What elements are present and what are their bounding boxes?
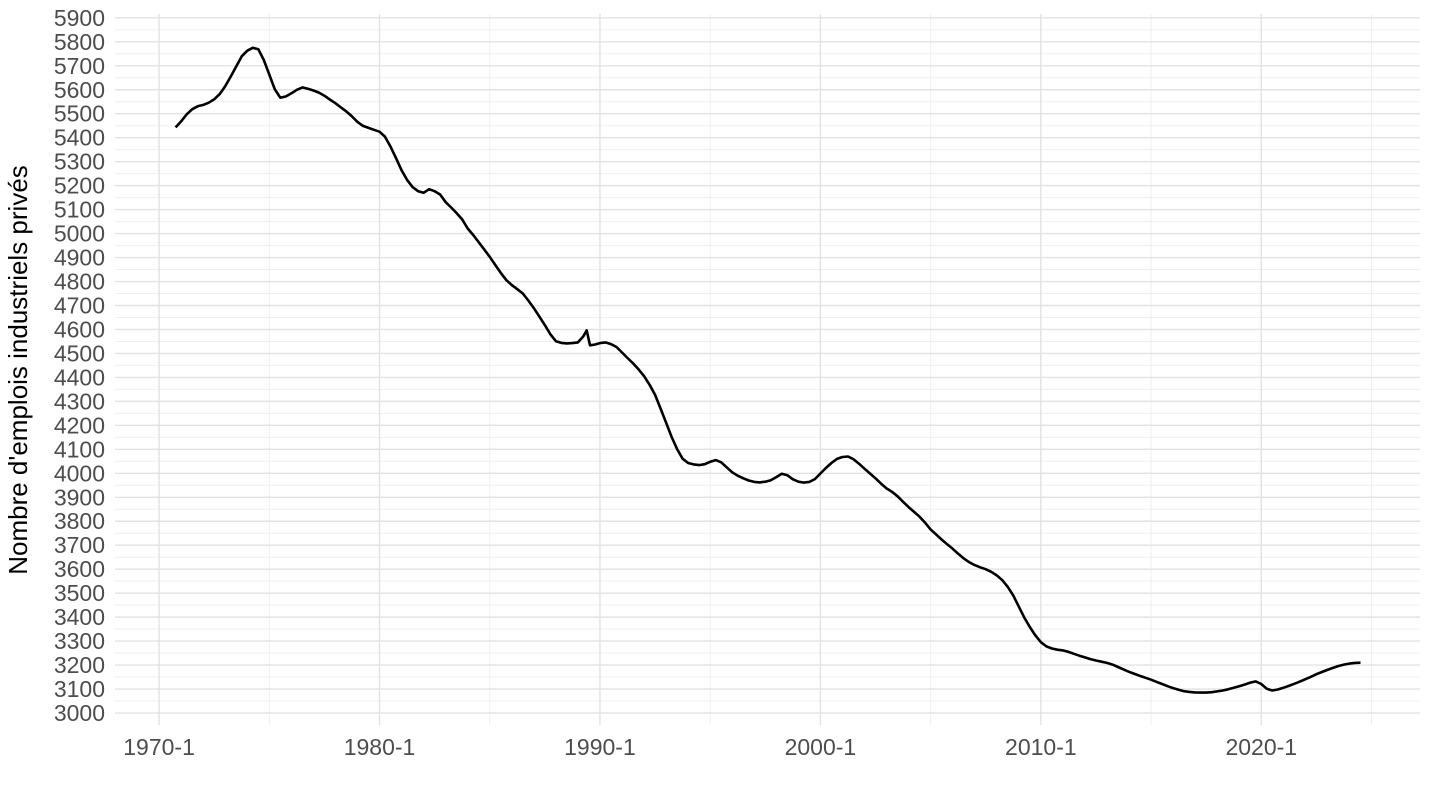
y-tick-label: 3100 <box>54 676 105 702</box>
y-tick-label: 5100 <box>54 197 105 223</box>
y-tick-label: 4900 <box>54 245 105 271</box>
y-tick-label: 4000 <box>54 460 105 486</box>
x-tick-label: 2010-1 <box>1005 734 1077 760</box>
x-tick-label: 1980-1 <box>344 734 416 760</box>
data-series <box>174 46 1361 694</box>
y-tick-label: 4500 <box>54 340 105 366</box>
y-tick-label: 5500 <box>54 101 105 127</box>
y-tick-label: 4400 <box>54 364 105 390</box>
y-tick-label: 5700 <box>54 53 105 79</box>
x-tick-label: 1990-1 <box>564 734 636 760</box>
y-tick-label: 3400 <box>54 604 105 630</box>
y-tick-label: 5400 <box>54 125 105 151</box>
y-tick-label: 3300 <box>54 628 105 654</box>
y-tick-label: 4300 <box>54 388 105 414</box>
minor-gridlines <box>115 14 1420 725</box>
y-tick-label: 4600 <box>54 316 105 342</box>
x-axis-tick-labels: 1970-1 1980-1 1990-1 2000-1 2010-1 2020-1 <box>123 734 1297 760</box>
y-tick-label: 3800 <box>54 508 105 534</box>
y-tick-label: 4200 <box>54 412 105 438</box>
y-tick-label: 3700 <box>54 532 105 558</box>
y-axis-tick-labels: 3000310032003300340035003600370038003900… <box>54 5 105 726</box>
y-tick-label: 3600 <box>54 556 105 582</box>
y-tick-label: 3200 <box>54 652 105 678</box>
y-tick-label: 3900 <box>54 484 105 510</box>
y-tick-label: 5900 <box>54 5 105 31</box>
y-tick-label: 3500 <box>54 580 105 606</box>
employment-line <box>174 46 1361 694</box>
y-axis-title: Nombre d'emplois industriels privés <box>3 165 33 575</box>
y-tick-label: 4100 <box>54 436 105 462</box>
y-tick-label: 5800 <box>54 29 105 55</box>
y-tick-label: 4800 <box>54 269 105 295</box>
y-tick-label: 5000 <box>54 221 105 247</box>
y-tick-label: 5300 <box>54 149 105 175</box>
y-tick-label: 5200 <box>54 173 105 199</box>
x-tick-label: 2020-1 <box>1225 734 1297 760</box>
y-tick-label: 4700 <box>54 292 105 318</box>
x-tick-label: 2000-1 <box>785 734 857 760</box>
y-tick-label: 5600 <box>54 77 105 103</box>
y-tick-label: 3000 <box>54 700 105 726</box>
x-tick-label: 1970-1 <box>123 734 195 760</box>
major-gridlines <box>115 14 1420 725</box>
